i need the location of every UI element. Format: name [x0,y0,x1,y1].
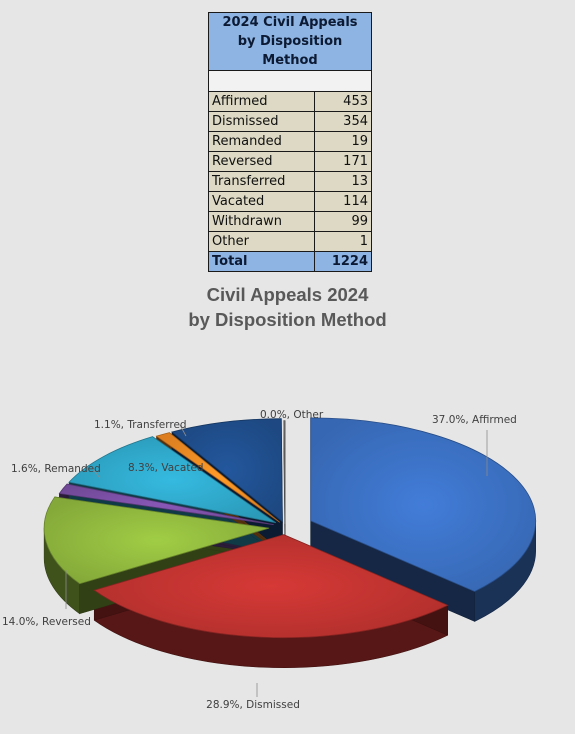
table-total-row: Total 1224 [208,251,372,272]
table-row-value: 354 [314,111,372,132]
data-label-transferred: 1.1%, Transferred [94,419,187,431]
disposition-table: 2024 Civil Appeals by Disposition Method… [208,12,372,272]
disposition-table-container: 2024 Civil Appeals by Disposition Method… [208,12,372,272]
chart-title-line2: by Disposition Method [188,309,387,330]
chart-title-line1: Civil Appeals 2024 [206,284,369,305]
table-row-label: Dismissed [208,111,315,132]
table-row: Other 1 [208,231,372,252]
pie-slice-vacated [68,436,277,524]
pie-slice-reversed [43,496,270,585]
chart-title: Civil Appeals 2024 by Disposition Method [0,282,575,332]
table-row-label: Withdrawn [208,211,315,232]
data-label-vacated: 8.3%, Vacated [128,462,204,474]
pie-slice-other [283,420,286,524]
table-row-value: 13 [314,171,372,192]
pie-labels: 37.0%, Affirmed 28.9%, Dismissed 14.0%, Re… [2,409,517,711]
table-header-line1: 2024 Civil Appeals [222,15,358,30]
pie-slice-transferred [155,432,281,523]
table-row: Affirmed 453 [208,91,372,112]
table-blank-cell [208,70,372,92]
table-row-label: Vacated [208,191,315,212]
leader-line-remanded [91,467,101,479]
data-label-affirmed: 37.0%, Affirmed [432,414,517,426]
leader-line-transferred [179,424,187,437]
pie-slice-remanded [58,483,274,526]
data-label-reversed: 14.0%, Reversed [2,616,91,628]
table-header-row: 2024 Civil Appeals by Disposition Method [208,12,372,71]
data-label-dismissed: 28.9%, Dismissed [206,699,300,711]
table-row: Vacated 114 [208,191,372,212]
table-row-value: 1 [314,231,372,252]
table-blank-row [208,70,372,92]
table-header: 2024 Civil Appeals by Disposition Method [208,12,372,71]
table-row-value: 114 [314,191,372,212]
table-row: Dismissed 354 [208,111,372,132]
table-row: Withdrawn 99 [208,211,372,232]
data-label-remanded: 1.6%, Remanded [11,463,101,475]
table-row-value: 99 [314,211,372,232]
data-label-other: 0.0%, Other [260,409,324,421]
table-header-line2: by Disposition Method [237,34,343,68]
table-row-label: Reversed [208,151,315,172]
pie-slice-affirmed [310,417,537,592]
pie-slice-withdrawn [171,418,283,523]
table-row-label: Affirmed [208,91,315,112]
table-row: Reversed 171 [208,151,372,172]
table-row-value: 19 [314,131,372,152]
total-value: 1224 [314,251,372,272]
pie-slice-dismissed [93,534,449,639]
pie-tops [43,417,537,639]
table-row-value: 453 [314,91,372,112]
